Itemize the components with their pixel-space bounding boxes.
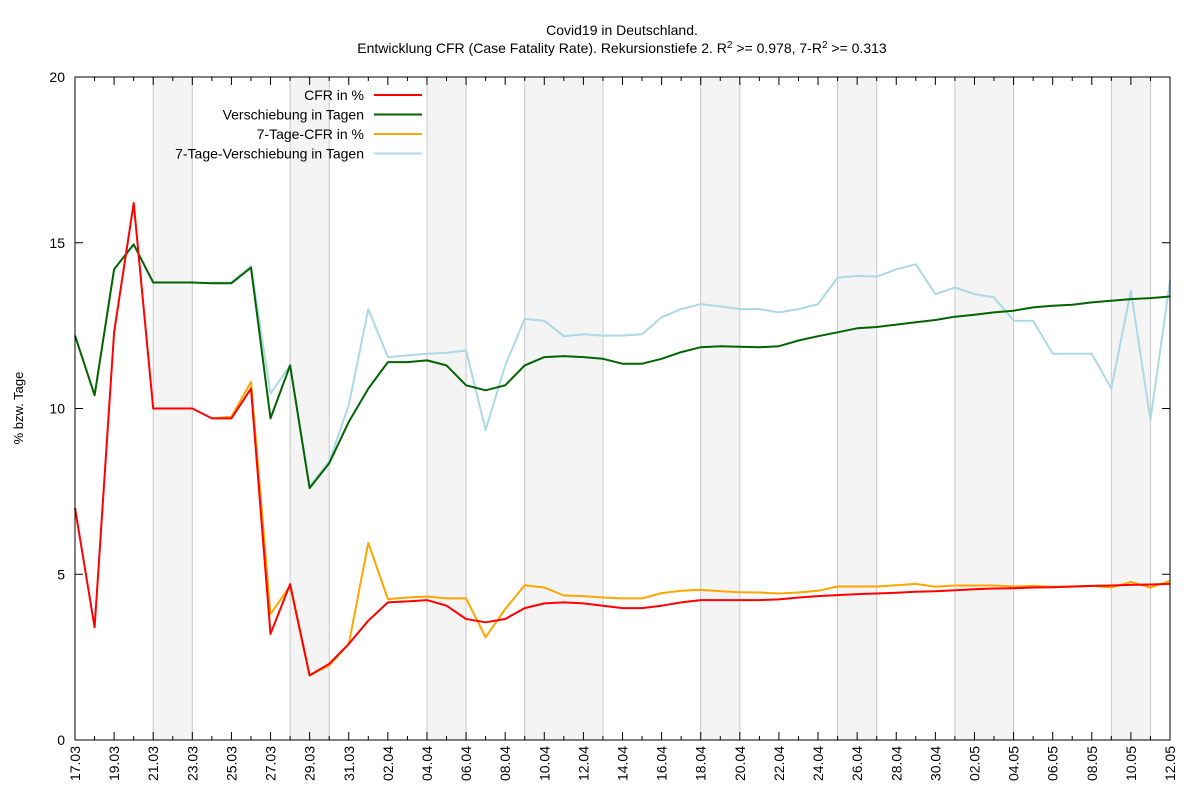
y-axis-label: % bzw. Tage bbox=[11, 372, 26, 445]
y-tick-label: 10 bbox=[49, 401, 65, 417]
weekend-shading bbox=[152, 77, 1151, 740]
x-tick-label: 16.04 bbox=[654, 746, 670, 781]
x-tick-label: 10.04 bbox=[536, 746, 552, 781]
series-lines bbox=[74, 202, 1171, 677]
series-line-0 bbox=[74, 202, 1171, 677]
weekend-band-7 bbox=[1111, 77, 1151, 740]
x-tick-label: 26.04 bbox=[849, 746, 865, 781]
x-tick-label: 29.03 bbox=[302, 746, 318, 781]
series-line-2 bbox=[211, 381, 1171, 677]
x-tick-label: 30.04 bbox=[927, 746, 943, 781]
y-tick-label: 15 bbox=[49, 235, 65, 251]
x-tick-label: 17.03 bbox=[67, 746, 83, 781]
legend: CFR in % Verschiebung in Tagen 7-Tage-CFR … bbox=[175, 87, 422, 162]
weekend-band-2 bbox=[426, 77, 467, 740]
legend-label-2: 7-Tage-CFR in % bbox=[257, 126, 364, 142]
x-tick-label: 14.04 bbox=[615, 746, 631, 781]
y-tick-label: 20 bbox=[49, 69, 65, 85]
x-tick-label: 06.04 bbox=[458, 746, 474, 781]
weekend-band-6 bbox=[954, 77, 1014, 740]
x-tick-label: 27.03 bbox=[263, 746, 279, 781]
legend-label-1: Verschiebung in Tagen bbox=[223, 107, 364, 123]
x-tick-label: 06.05 bbox=[1045, 746, 1061, 781]
plot-frame bbox=[74, 76, 1171, 741]
weekend-band-3 bbox=[524, 77, 603, 740]
x-tick-label: 18.04 bbox=[693, 746, 709, 781]
x-tick-label: 28.04 bbox=[888, 746, 904, 781]
x-tick-label: 12.05 bbox=[1162, 746, 1178, 781]
x-tick-label: 22.04 bbox=[771, 746, 787, 781]
x-axis-ticks: 17.03 19.03 21.03 23.03 25.03 27.03 29.03 31.03… bbox=[67, 77, 1178, 781]
x-tick-label: 20.04 bbox=[732, 746, 748, 781]
y-tick-label: 0 bbox=[57, 732, 65, 748]
x-tick-label: 10.05 bbox=[1123, 746, 1139, 781]
x-tick-label: 08.05 bbox=[1084, 746, 1100, 781]
y-axis-ticks: 0 5 10 15 20 bbox=[49, 69, 1170, 748]
weekend-band-4 bbox=[700, 77, 740, 740]
x-tick-label: 31.03 bbox=[341, 746, 357, 781]
legend-label-3: 7-Tage-Verschiebung in Tagen bbox=[175, 146, 364, 162]
x-tick-label: 24.04 bbox=[810, 746, 826, 781]
x-tick-label: 25.03 bbox=[223, 746, 239, 781]
legend-label-0: CFR in % bbox=[304, 87, 364, 103]
series-line-1 bbox=[74, 243, 1171, 490]
x-tick-label: 02.05 bbox=[966, 746, 982, 781]
x-tick-label: 02.04 bbox=[380, 746, 396, 781]
chart-subtitle: Entwicklung CFR (Case Fatality Rate). Re… bbox=[357, 40, 887, 57]
x-tick-label: 21.03 bbox=[145, 746, 161, 781]
x-tick-label: 04.04 bbox=[419, 746, 435, 781]
x-tick-label: 12.04 bbox=[575, 746, 591, 781]
chart-title: Covid19 in Deutschland. bbox=[546, 22, 698, 38]
weekend-band-5 bbox=[837, 77, 877, 740]
x-tick-label: 04.05 bbox=[1006, 746, 1022, 781]
series-line-3 bbox=[211, 263, 1171, 488]
x-tick-label: 19.03 bbox=[106, 746, 122, 781]
x-tick-label: 23.03 bbox=[184, 746, 200, 781]
x-tick-label: 08.04 bbox=[497, 746, 513, 781]
y-tick-label: 5 bbox=[57, 566, 65, 582]
